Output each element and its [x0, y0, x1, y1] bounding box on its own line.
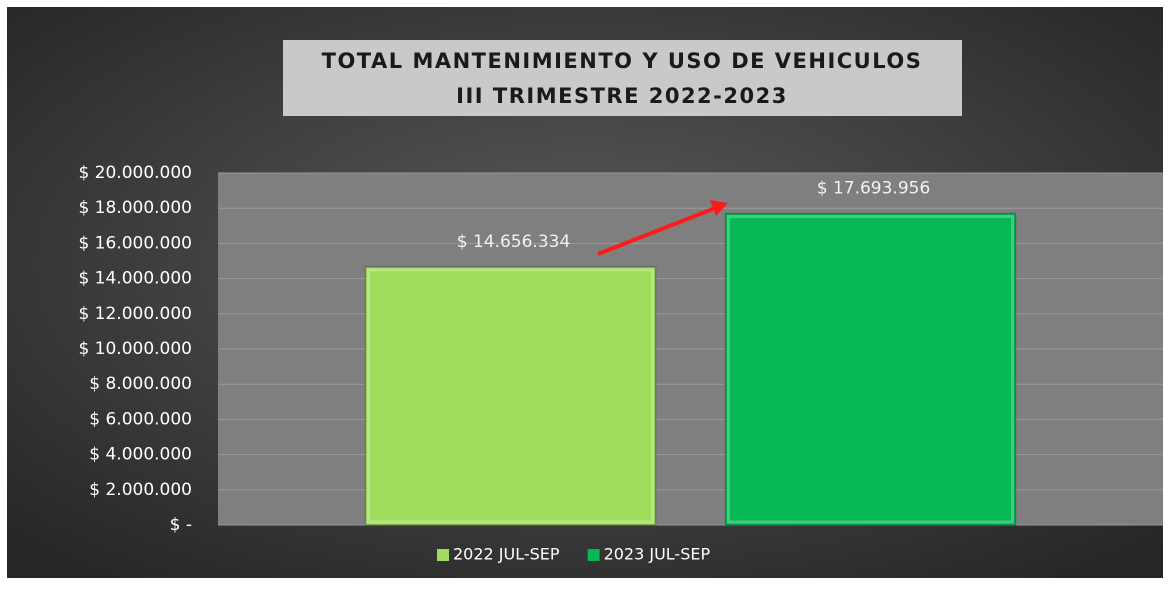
- bar: [364, 266, 657, 526]
- data-label: $ 17.693.956: [817, 179, 931, 199]
- legend-swatch: [437, 549, 449, 561]
- bar-bevel: [367, 268, 654, 524]
- y-tick-label: $ -: [170, 515, 192, 535]
- y-tick-label: $ 20.000.000: [78, 163, 192, 183]
- y-tick-label: $ 2.000.000: [89, 480, 192, 500]
- bar: [724, 212, 1017, 526]
- annotation-arrow: [597, 205, 719, 256]
- data-label: $ 14.656.334: [457, 232, 571, 252]
- bar-bevel: [727, 215, 1014, 524]
- legend-swatch: [587, 549, 600, 561]
- y-tick-label: $ 12.000.000: [78, 304, 192, 324]
- y-tick-label: $ 14.000.000: [78, 269, 192, 289]
- y-tick-label: $ 16.000.000: [78, 233, 192, 253]
- legend-label: 2023 JUL-SEP: [604, 545, 711, 564]
- y-tick-label: $ 4.000.000: [89, 445, 192, 465]
- y-tick-label: $ 10.000.000: [78, 339, 192, 359]
- annotation-arrowhead: [710, 200, 728, 216]
- y-tick-label: $ 6.000.000: [89, 409, 192, 429]
- legend-label: 2022 JUL-SEP: [453, 545, 560, 564]
- chart-subtitle: III TRIMESTRE 2022-2023: [456, 84, 788, 108]
- title-box: [283, 40, 962, 116]
- chart-title: TOTAL MANTENIMIENTO Y USO DE VEHICULOS: [322, 49, 923, 73]
- y-tick-label: $ 8.000.000: [89, 374, 192, 394]
- y-tick-label: $ 18.000.000: [78, 198, 192, 218]
